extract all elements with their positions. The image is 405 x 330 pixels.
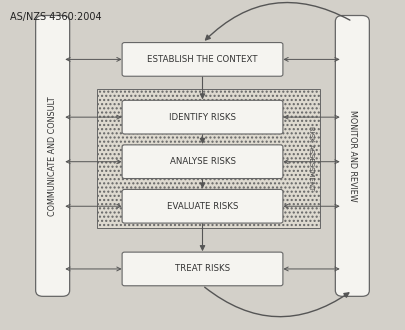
Text: AS/NZS 4360:2004: AS/NZS 4360:2004 — [10, 12, 102, 21]
Text: IDENTIFY RISKS: IDENTIFY RISKS — [169, 113, 236, 122]
FancyBboxPatch shape — [122, 252, 283, 286]
Text: COMMUNICATE AND CONSULT: COMMUNICATE AND CONSULT — [48, 96, 57, 216]
FancyBboxPatch shape — [122, 100, 283, 134]
Text: ANALYSE RISKS: ANALYSE RISKS — [170, 157, 235, 166]
Text: RISK ASSESSMENT: RISK ASSESSMENT — [308, 126, 314, 191]
FancyBboxPatch shape — [97, 89, 320, 228]
FancyBboxPatch shape — [122, 145, 283, 179]
Text: TREAT RISKS: TREAT RISKS — [175, 264, 230, 274]
FancyBboxPatch shape — [122, 43, 283, 76]
Text: MONITOR AND REVIEW: MONITOR AND REVIEW — [348, 110, 357, 202]
FancyBboxPatch shape — [36, 16, 70, 296]
Text: EVALUATE RISKS: EVALUATE RISKS — [167, 202, 238, 211]
Text: ESTABLISH THE CONTEXT: ESTABLISH THE CONTEXT — [147, 55, 258, 64]
FancyBboxPatch shape — [122, 189, 283, 223]
FancyBboxPatch shape — [335, 16, 369, 296]
